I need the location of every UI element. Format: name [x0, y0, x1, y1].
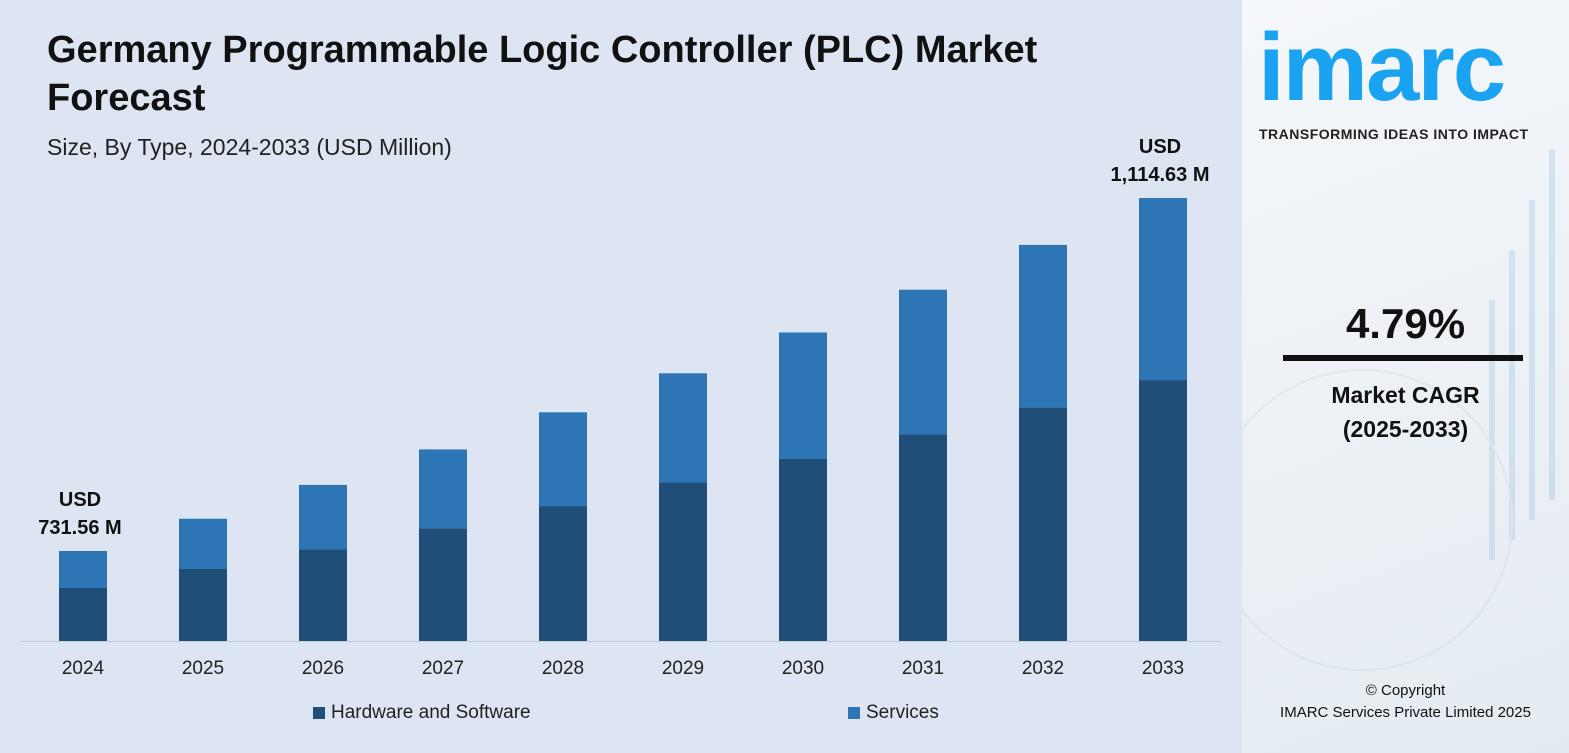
bar-hardware-2026 [299, 549, 347, 641]
bar-hardware-2030 [779, 458, 827, 641]
x-tick-label: 2027 [422, 658, 464, 679]
x-tick-label: 2032 [1022, 658, 1064, 679]
annotation-2033-line1: USD [1138, 136, 1182, 158]
x-tick-label: 2031 [902, 658, 944, 679]
background-decoration [1242, 150, 1555, 671]
cagr-label-line1: Market CAGR [1331, 382, 1480, 408]
bar-hardware-2032 [1019, 407, 1067, 641]
bar-services-2027 [419, 449, 467, 529]
x-tick-label: 2028 [542, 658, 584, 679]
bar-hardware-2027 [419, 528, 467, 641]
annotation-2024: USD 731.56 M [20, 486, 140, 542]
bar-services-2026 [299, 484, 347, 550]
x-tick-label: 2024 [62, 658, 105, 679]
bar-services-2028 [539, 412, 587, 507]
legend-swatch-services [848, 707, 860, 719]
bar-hardware-2024 [59, 587, 107, 641]
bar-hardware-2028 [539, 506, 587, 641]
cagr-value: 4.79% [1345, 300, 1466, 347]
chart-panel: Germany Programmable Logic Controller (P… [20, 29, 1230, 724]
legend-hardware: Hardware and Software [313, 702, 531, 724]
annotation-2024-line2: 731.56 M [38, 517, 122, 539]
legend-label-hardware: Hardware and Software [331, 702, 531, 723]
info-panel: imarc TRANSFORMING IDEAS INTO IMPACT 4.7… [1242, 0, 1569, 753]
annotation-2033-line2: 1,114.63 M [1110, 164, 1210, 186]
bar-hardware-2033 [1139, 380, 1187, 641]
bar-services-2033 [1139, 198, 1187, 381]
bar-services-2032 [1019, 244, 1067, 408]
bar-services-2029 [659, 373, 707, 483]
x-tick-label: 2025 [182, 658, 224, 679]
x-tick-label: 2026 [302, 658, 344, 679]
bar-services-2025 [179, 518, 227, 569]
bar-services-2030 [779, 332, 827, 459]
brand-tagline: TRANSFORMING IDEAS INTO IMPACT [1259, 126, 1529, 142]
x-tick-label: 2030 [782, 658, 824, 679]
imarc-logo: imarc [1258, 14, 1506, 121]
chart-title: Germany Programmable Logic Controller (P… [47, 29, 1038, 119]
legend-label-services: Services [866, 702, 939, 723]
x-tick-label: 2029 [662, 658, 704, 679]
cagr-divider [1283, 355, 1523, 361]
cagr-label-line2: (2025-2033) [1342, 416, 1469, 442]
bar-chart: 2024 2025 2026 2027 2028 2029 2030 2031 2032 2033 [20, 198, 1222, 679]
bar-services-2031 [899, 289, 947, 435]
legend-swatch-hardware [313, 707, 325, 719]
bar-hardware-2031 [899, 434, 947, 641]
x-tick-label: 2033 [1142, 658, 1184, 679]
bar-services-2024 [59, 551, 107, 588]
annotation-2033: USD 1,114.63 M [1090, 133, 1230, 189]
chart-subtitle: Size, By Type, 2024-2033 (USD Million) [47, 134, 452, 160]
bar-hardware-2025 [179, 568, 227, 641]
legend-services: Services [848, 702, 939, 724]
copyright: © Copyright IMARC Services Private Limit… [1242, 680, 1569, 724]
bar-hardware-2029 [659, 482, 707, 641]
copyright-line2: IMARC Services Private Limited 2025 [1280, 704, 1531, 721]
annotation-2024-line1: USD [58, 489, 102, 511]
copyright-line1: © Copyright [1365, 682, 1446, 699]
cagr-label: Market CAGR (2025-2033) [1242, 378, 1569, 446]
